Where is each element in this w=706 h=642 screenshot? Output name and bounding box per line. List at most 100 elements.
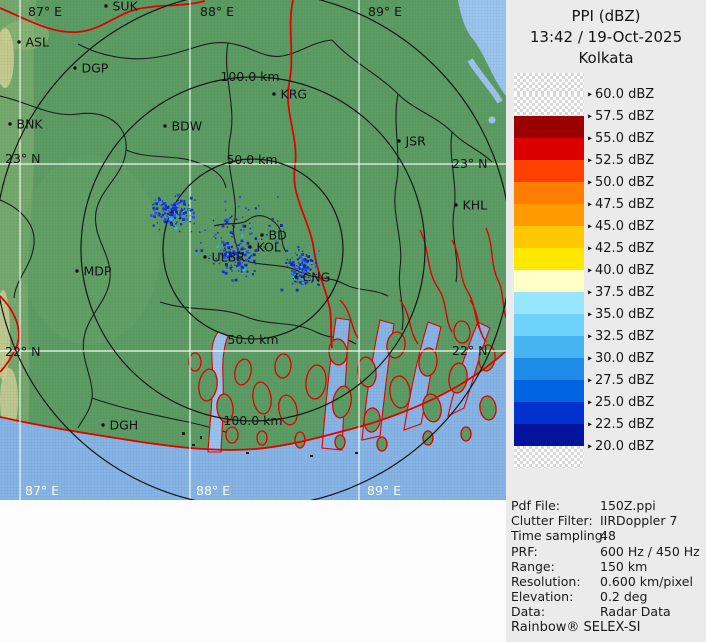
- graticule-label: 22° N: [452, 343, 487, 358]
- product-datetime: 13:42 / 19-Oct-2025: [529, 28, 683, 46]
- echo-pixel: [254, 237, 257, 240]
- graticule-label: 87° E: [28, 4, 62, 19]
- range-ring-label: 100.0 km: [220, 69, 279, 84]
- echo-pixel: [155, 207, 159, 211]
- echo-pixel: [307, 255, 310, 258]
- echo-pixel: [297, 246, 300, 249]
- echo-pixel: [234, 264, 236, 266]
- graticule-label: 22° N: [5, 344, 40, 359]
- echo-pixel: [229, 266, 232, 269]
- legend-value-label: 55.0 dBZ: [595, 130, 655, 146]
- echo-pixel: [237, 244, 240, 247]
- echo-pixel: [292, 271, 295, 274]
- echo-pixel: [241, 259, 243, 261]
- echo-pixel: [248, 222, 251, 224]
- info-value: 150Z.ppi: [600, 498, 656, 513]
- city-label-BD: BD: [269, 228, 287, 243]
- echo-pixel: [231, 270, 233, 272]
- echo-pixel: [309, 268, 312, 271]
- international-border: [0, 0, 333, 373]
- city-label-ASL: ASL: [26, 35, 49, 50]
- echo-pixel: [298, 249, 300, 251]
- echo-pixel: [246, 270, 249, 273]
- legend-value-label: 22.5 dBZ: [595, 416, 655, 432]
- echo-pixel: [251, 255, 253, 257]
- echo-pixel: [294, 280, 296, 283]
- echo-pixel: [306, 259, 310, 263]
- info-row: Resolution: 0.600 km/pixel: [511, 574, 705, 589]
- echo-pixel: [170, 213, 174, 217]
- echo-pixel: [189, 196, 193, 200]
- legend-color-band: [514, 314, 584, 336]
- legend-value-label: 42.5 dBZ: [595, 240, 655, 256]
- city-label-DGH: DGH: [110, 418, 139, 433]
- echo-pixel: [240, 257, 242, 259]
- echo-pixel: [293, 266, 296, 269]
- echo-pixel: [178, 215, 180, 217]
- echo-pixel: [224, 248, 227, 250]
- echo-pixel: [237, 262, 240, 265]
- product-title: PPI (dBZ): [571, 7, 641, 25]
- legend-tick-icon: ▸: [588, 287, 593, 297]
- echo-pixel: [186, 218, 189, 221]
- echo-pixel: [174, 195, 177, 197]
- info-label: Range:: [511, 558, 555, 574]
- echo-pixel: [301, 275, 304, 278]
- echo-pixel: [268, 224, 271, 227]
- legend-entry: ▸ 47.5 dBZ: [588, 196, 654, 212]
- echo-pixel: [305, 255, 307, 257]
- echo-pixel: [213, 262, 215, 265]
- echo-pixel: [173, 208, 176, 211]
- echo-pixel: [225, 221, 229, 224]
- city-label-BDW: BDW: [172, 119, 203, 134]
- echo-pixel: [177, 206, 179, 209]
- echo-pixel: [220, 240, 223, 242]
- echo-pixel: [234, 241, 236, 243]
- echo-pixel: [297, 272, 299, 274]
- echo-pixel: [314, 265, 317, 268]
- echo-pixel: [176, 193, 180, 197]
- echo-pixel: [242, 247, 244, 249]
- echo-pixel: [240, 239, 244, 243]
- echo-pixel: [161, 204, 163, 206]
- legend-color-band: [514, 182, 584, 204]
- echo-pixel: [154, 211, 158, 215]
- echo-pixel: [180, 223, 183, 226]
- city-marker-ASL: [17, 40, 21, 44]
- echo-pixel: [296, 254, 298, 256]
- echo-pixel: [290, 263, 293, 266]
- echo-pixel: [301, 263, 304, 265]
- echo-pixel: [302, 260, 304, 262]
- echo-pixel: [233, 226, 236, 228]
- echo-pixel: [271, 218, 274, 221]
- echo-pixel: [239, 248, 242, 251]
- echo-pixel: [185, 215, 188, 217]
- echo-pixel: [299, 255, 302, 259]
- echo-pixel: [294, 252, 297, 254]
- echo-pixel: [258, 205, 260, 207]
- legend-entry: ▸ 25.0 dBZ: [588, 394, 654, 410]
- echo-pixel: [233, 254, 236, 257]
- echo-pixel: [173, 204, 176, 207]
- echo-pixel: [167, 205, 170, 207]
- legend-color-band: [514, 446, 584, 468]
- echo-pixel: [241, 234, 244, 237]
- echo-pixel: [157, 197, 160, 200]
- info-value: 600 Hz / 450 Hz: [600, 543, 700, 559]
- info-row: Elevation: 0.2 deg: [511, 589, 705, 604]
- echo-pixel: [249, 252, 251, 254]
- echo-pixel: [168, 210, 170, 212]
- echo-pixel: [296, 265, 298, 267]
- legend-tick-icon: ▸: [588, 111, 593, 121]
- echo-pixel: [192, 212, 195, 215]
- city-label-CNG: CNG: [303, 270, 331, 285]
- echo-pixel: [178, 203, 180, 205]
- legend-color-band: [514, 292, 584, 314]
- echo-pixel: [233, 257, 235, 259]
- echo-pixel: [298, 266, 301, 269]
- echo-pixel: [317, 283, 319, 286]
- echo-pixel: [231, 266, 233, 268]
- echo-pixel: [176, 221, 178, 223]
- echo-pixel: [248, 257, 251, 260]
- echo-pixel: [173, 214, 176, 218]
